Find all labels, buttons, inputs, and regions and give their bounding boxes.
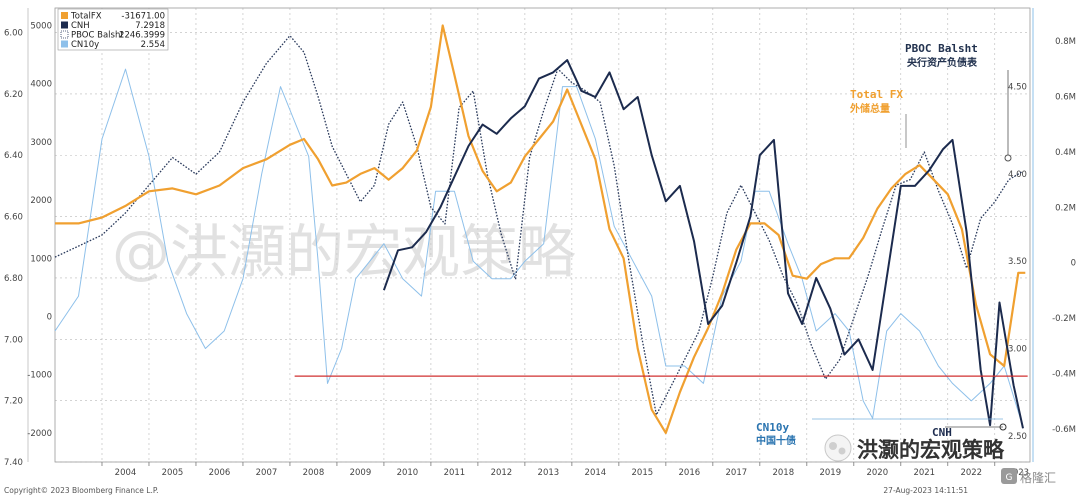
legend-swatch — [61, 12, 68, 19]
watermark-small-text: 洪灏的宏观策略 — [857, 438, 1005, 462]
annotation-totalfx-title: Total FX — [850, 88, 903, 101]
x-tick-label: 2010 — [397, 468, 419, 478]
pboc-tick-label: 0 — [1071, 259, 1076, 269]
cnh-tick-label: 7.00 — [4, 335, 23, 345]
annotation-cn10y-title: CN10y — [756, 421, 789, 434]
cn10y-tick-label: 3.00 — [1008, 345, 1027, 355]
cn10y-tick-label: 4.00 — [1008, 170, 1027, 180]
totalfx-tick-label: 4000 — [30, 80, 52, 90]
annotation-pboc-title: PBOC Balsht — [905, 42, 978, 55]
x-tick-label: 2018 — [772, 468, 794, 478]
cnh-tick-label: 6.20 — [4, 90, 23, 100]
pboc-tick-label: -0.2M — [1052, 314, 1076, 324]
pboc-tick-label: -0.4M — [1052, 369, 1076, 379]
x-tick-label: 2006 — [209, 468, 231, 478]
series-lines — [54, 24, 1028, 434]
footer: Copyright© 2023 Bloomberg Finance L.P. 2… — [4, 468, 1056, 495]
gridlines — [55, 8, 1030, 463]
x-tick-label: 2013 — [538, 468, 560, 478]
x-tick-label: 2020 — [866, 468, 888, 478]
legend-label: PBOC Balsht — [71, 31, 124, 41]
pboc-marker — [1004, 154, 1012, 162]
x-tick-label: 2016 — [679, 468, 701, 478]
watermark-badge: 洪灏的宏观策略 — [824, 434, 1005, 462]
x-tick-label: 2004 — [115, 468, 137, 478]
legend-label: TotalFX — [70, 12, 102, 22]
legend-label: CNH — [71, 21, 90, 31]
series-line-cn10y — [54, 68, 1024, 428]
annotations: PBOC Balsht 央行资产负债表 Total FX 外储总量 CN10y … — [756, 42, 1012, 447]
brand-logo-icon — [1001, 468, 1017, 484]
x-tick-label: 2009 — [350, 468, 372, 478]
brand-logo-glyph: G — [1006, 473, 1013, 483]
x-tick-label: 2011 — [444, 468, 466, 478]
x-tick-label: 2023 — [1007, 468, 1029, 478]
x-tick-label: 2007 — [256, 468, 278, 478]
annotation-cn10y-subtitle: 中国十债 — [756, 434, 796, 447]
totalfx-tick-label: -1000 — [27, 371, 52, 381]
cn10y-tick-label: 4.50 — [1008, 83, 1027, 93]
axes: 2004 2005 2006 2007 2008 2009 2010 2011 2012 2013… — [4, 7, 1076, 478]
cn10y-tick-label: 2.50 — [1008, 432, 1027, 442]
legend-value: 7.2918 — [135, 21, 165, 31]
legend-swatch — [60, 30, 69, 39]
footer-timestamp: 27-Aug-2023 14:11:51 — [883, 486, 968, 495]
cnh-tick-label: 7.20 — [4, 397, 23, 407]
watermark-layer: @洪灝的宏观策略 — [112, 218, 576, 286]
legend-box — [57, 8, 169, 51]
totalfx-tick-label: 5000 — [30, 21, 52, 31]
x-tick-label: 2005 — [162, 468, 184, 478]
footer-brand: 格隆汇 — [1020, 470, 1056, 485]
totalfx-tick-label: 1000 — [30, 254, 52, 264]
legend-value: 2246.3999 — [119, 31, 165, 41]
cnh-tick-label: 6.60 — [4, 213, 23, 223]
cnh-tick-label: 6.80 — [4, 274, 23, 284]
x-tick-label: 2012 — [491, 468, 513, 478]
wechat-icon — [824, 434, 852, 462]
annotation-cnh-title: CNH — [932, 426, 952, 439]
legend-swatch — [61, 40, 68, 48]
series-line-pboc-balsht — [54, 35, 1024, 416]
legend-value: 2.554 — [141, 40, 165, 50]
pboc-tick-label: 0.2M — [1055, 203, 1076, 213]
pboc-tick-label: 0.8M — [1055, 37, 1076, 47]
annotation-pboc-subtitle: 央行资产负债表 — [907, 56, 978, 69]
plot-frame — [54, 7, 1031, 463]
footer-copyright: Copyright© 2023 Bloomberg Finance L.P. — [4, 486, 159, 495]
legend-swatch — [61, 21, 68, 29]
cn10y-tick-label: 3.50 — [1008, 257, 1027, 267]
cnh-tick-label: 6.40 — [4, 151, 23, 161]
totalfx-tick-label: 2000 — [30, 196, 52, 206]
cnh-marker — [999, 423, 1007, 431]
wechat-bubble-small-icon — [838, 447, 846, 455]
totalfx-tick-label: 3000 — [30, 138, 52, 148]
legend-value: -31671.00 — [121, 12, 165, 22]
cnh-tick-label: 6.00 — [4, 29, 23, 39]
x-tick-label: 2014 — [585, 468, 607, 478]
totalfx-tick-label: -2000 — [27, 429, 52, 439]
watermark-text: @洪灝的宏观策略 — [112, 218, 576, 286]
x-tick-label: 2022 — [960, 468, 982, 478]
wechat-bubble-icon — [829, 442, 837, 450]
pboc-tick-label: 0.4M — [1055, 148, 1076, 158]
totalfx-tick-label: 0 — [47, 312, 52, 322]
pboc-tick-label: -0.6M — [1052, 425, 1076, 435]
x-tick-label: 2021 — [913, 468, 935, 478]
legend-label: CN10y — [71, 40, 99, 50]
x-tick-label: 2008 — [303, 468, 325, 478]
series-line-totalfx — [55, 24, 1026, 434]
pboc-tick-label: 0.6M — [1055, 93, 1076, 103]
x-tick-label: 2015 — [632, 468, 654, 478]
series-line-cnh — [382, 59, 1024, 429]
cnh-tick-label: 7.40 — [4, 458, 23, 468]
x-tick-label: 2017 — [726, 468, 748, 478]
x-tick-label: 2019 — [819, 468, 841, 478]
legend: TotalFX -31671.00 CNH 7.2918 PBOC Balsht2246… — [57, 8, 169, 51]
annotation-totalfx-subtitle: 外储总量 — [849, 102, 890, 115]
